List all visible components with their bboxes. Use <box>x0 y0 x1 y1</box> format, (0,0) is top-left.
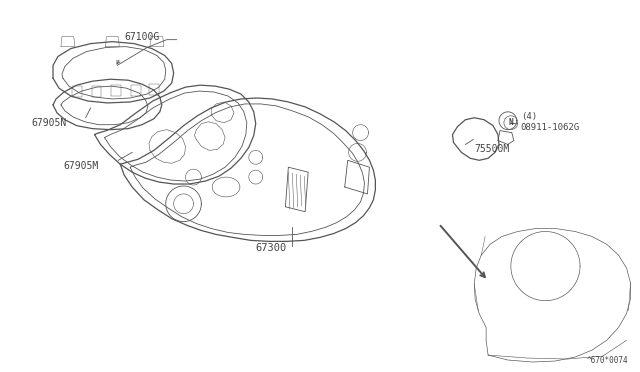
Text: N: N <box>509 118 513 127</box>
Text: ^670*0074: ^670*0074 <box>587 356 628 365</box>
Text: 08911-1062G: 08911-1062G <box>521 123 580 132</box>
Text: 75500M: 75500M <box>474 144 509 154</box>
Text: 67905N: 67905N <box>31 118 67 128</box>
Text: (4): (4) <box>521 112 537 121</box>
Text: 67300: 67300 <box>255 243 286 253</box>
Text: 67100G: 67100G <box>124 32 159 42</box>
Text: 67905M: 67905M <box>63 161 98 171</box>
